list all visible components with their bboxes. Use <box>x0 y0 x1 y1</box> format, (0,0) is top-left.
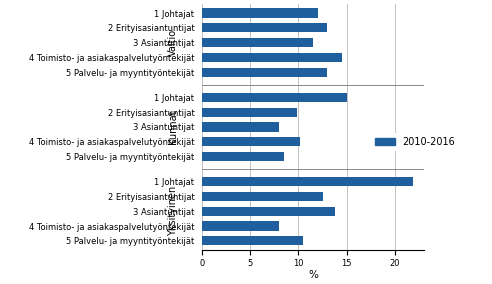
Bar <box>202 177 413 186</box>
Bar <box>202 68 328 77</box>
Bar <box>202 207 335 216</box>
Bar <box>202 9 318 18</box>
Bar <box>202 23 328 32</box>
Text: Valtio: Valtio <box>168 29 178 56</box>
Bar <box>202 122 279 131</box>
Bar <box>202 222 279 231</box>
Bar <box>202 137 301 146</box>
Legend: 2010-2016: 2010-2016 <box>371 133 459 151</box>
Bar <box>202 93 347 102</box>
Bar <box>202 108 297 117</box>
Bar <box>202 53 342 62</box>
Bar <box>202 236 304 245</box>
Bar <box>202 152 284 161</box>
Text: Yksityinen: Yksityinen <box>168 186 178 236</box>
Text: Kunnat: Kunnat <box>168 110 178 144</box>
Bar <box>202 38 313 47</box>
X-axis label: %: % <box>308 270 318 280</box>
Bar <box>202 192 323 201</box>
